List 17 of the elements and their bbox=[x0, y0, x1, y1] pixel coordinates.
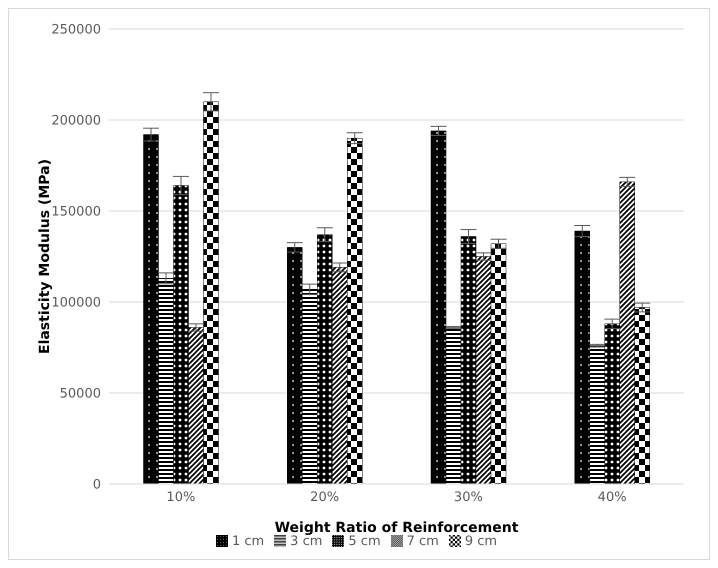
y-tick-label: 100000 bbox=[51, 296, 101, 311]
y-axis-title: Elasticity Modulus (MPa) bbox=[36, 159, 53, 354]
x-axis-title: Weight Ratio of Reinforcement bbox=[274, 520, 519, 536]
legend-label: 3 cm bbox=[290, 534, 322, 549]
y-tick-label: 200000 bbox=[51, 114, 101, 129]
x-tick-label: 20% bbox=[310, 490, 340, 506]
y-tick-label: 50000 bbox=[60, 386, 101, 402]
y-tick-label: 250000 bbox=[51, 22, 101, 38]
y-tick-label: 0 bbox=[92, 478, 101, 493]
x-tick-label: 10% bbox=[166, 490, 196, 506]
legend-label: 7 cm bbox=[406, 534, 439, 549]
x-tick-label: 40% bbox=[598, 490, 627, 506]
legend-label: 5 cm bbox=[348, 534, 381, 549]
legend-label: 1 cm bbox=[232, 534, 264, 549]
x-tick-label: 30% bbox=[454, 490, 483, 506]
legend-label: 9 cm bbox=[464, 534, 498, 549]
y-tick-label: 150000 bbox=[51, 204, 101, 220]
